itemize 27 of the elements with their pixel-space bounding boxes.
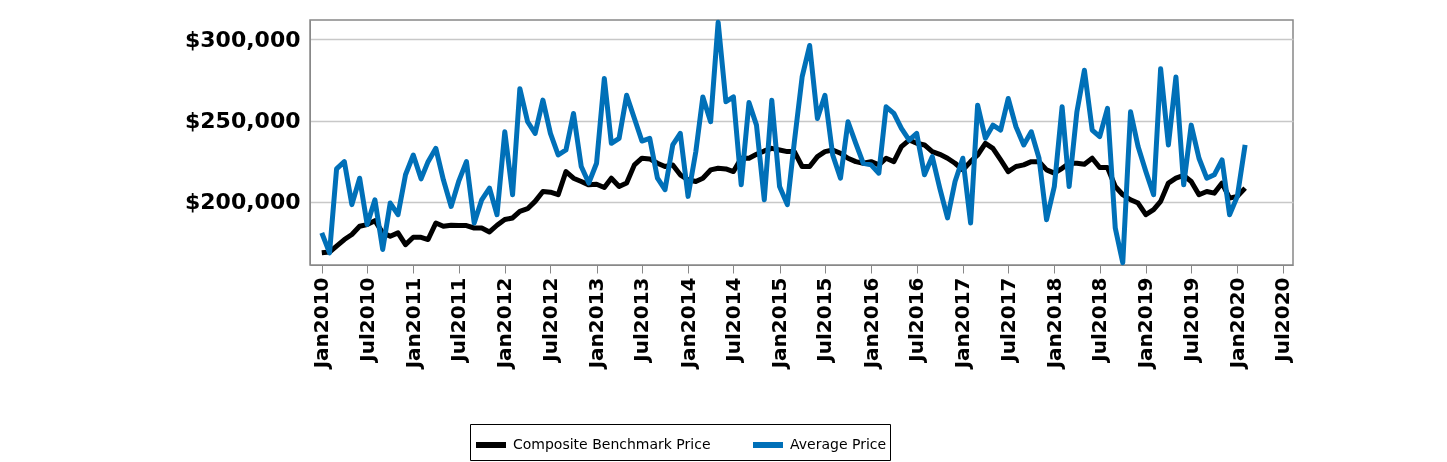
x-tick-label: Jul2011: [446, 277, 471, 364]
x-tick-label: Jan2018: [1041, 277, 1066, 371]
x-tick-label: Jul2018: [1087, 277, 1112, 364]
x-tick-label: Jul2010: [354, 277, 379, 364]
x-tick-label: Jul2014: [720, 277, 745, 364]
y-tick-label: $250,000: [184, 108, 301, 134]
legend-label: Average Price: [790, 436, 887, 452]
x-tick-label: Jan2017: [950, 277, 975, 371]
x-tick-label: Jul2020: [1270, 277, 1295, 364]
x-tick-label: Jan2014: [675, 277, 700, 371]
x-tick-label: Jul2017: [995, 277, 1020, 364]
x-tick-label: Jan2012: [492, 277, 517, 371]
x-tick-label: Jan2010: [309, 277, 334, 371]
y-tick-label: $300,000: [184, 26, 301, 52]
x-tick-label: Jan2020: [1224, 277, 1249, 371]
x-tick-label: Jan2019: [1133, 277, 1158, 371]
x-tick-label: Jan2011: [400, 277, 425, 371]
x-tick-label: Jul2015: [812, 277, 837, 364]
x-tick-label: Jul2019: [1178, 277, 1203, 364]
x-tick-label: Jul2012: [537, 277, 562, 364]
legend-label: Composite Benchmark Price: [513, 436, 711, 452]
x-tick-label: Jan2015: [767, 277, 792, 371]
y-tick-label: $200,000: [184, 189, 301, 215]
x-tick-label: Jan2013: [584, 277, 609, 371]
x-tick-label: Jul2016: [904, 277, 929, 364]
x-tick-label: Jul2013: [629, 277, 654, 364]
x-tick-label: Jan2016: [858, 277, 883, 371]
